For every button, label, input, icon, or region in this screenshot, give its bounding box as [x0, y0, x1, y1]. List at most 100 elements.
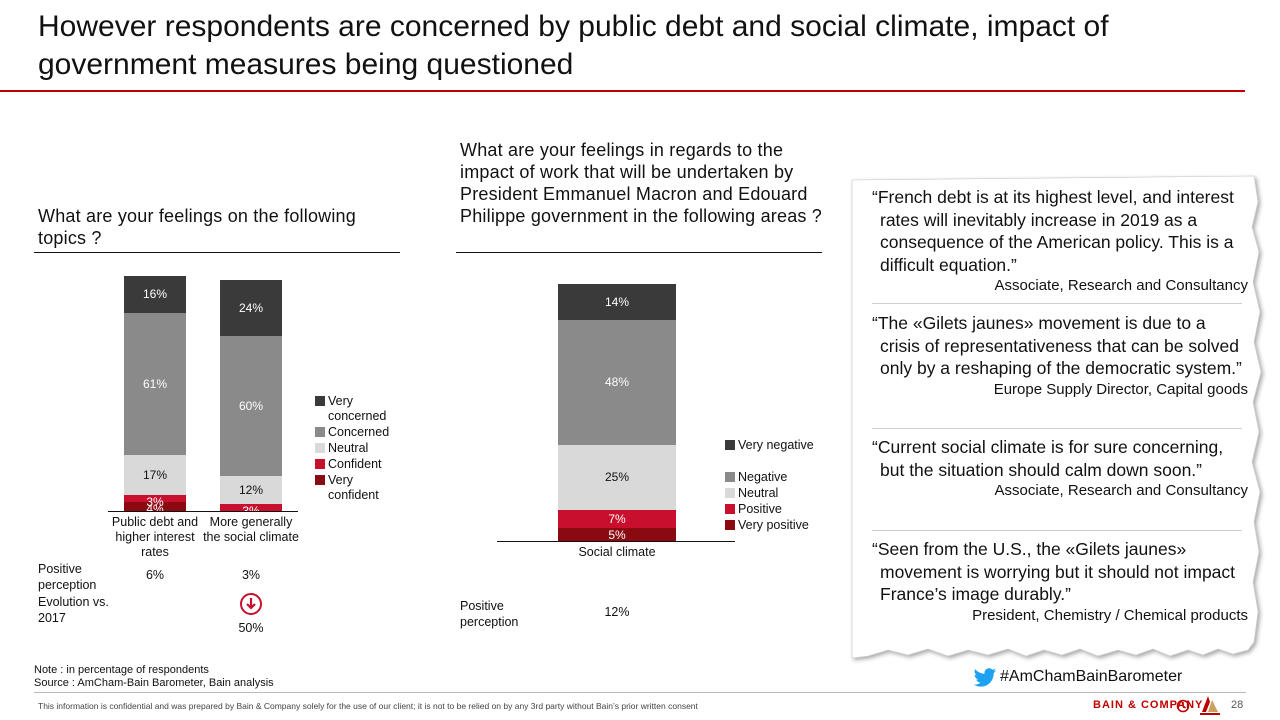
legend-label: Neutral — [328, 441, 369, 455]
x-axis — [108, 511, 298, 512]
quote-separator — [872, 303, 1242, 304]
bar-segment: 3% — [220, 504, 282, 518]
quote-text: “Current social climate is for sure conc… — [872, 437, 1224, 480]
quote-text: “Seen from the U.S., the «Gilets jaunes»… — [872, 539, 1236, 604]
legend-item: Neutral — [315, 441, 405, 456]
quote-author: President, Chemistry / Chemical products — [972, 606, 1248, 624]
data-label: 17% — [142, 467, 168, 482]
legend-swatch — [725, 504, 735, 514]
row-value: 6% — [145, 568, 165, 582]
quote-author: Associate, Research and Consultancy — [994, 277, 1248, 294]
chart2-question-rule — [456, 252, 822, 253]
quote-separator — [872, 428, 1242, 429]
bar-segment: 12% — [220, 476, 282, 504]
legend-label: Neutral — [738, 486, 779, 500]
bar-segment: 7% — [558, 509, 676, 528]
legend-label: Very concerned — [328, 394, 387, 423]
twitter-bird-icon — [973, 668, 996, 687]
legend-label: Negative — [738, 470, 788, 484]
x-axis — [497, 541, 735, 542]
quote-text: “French debt is at its highest level, an… — [872, 187, 1234, 275]
legend-item: Very confident — [315, 473, 405, 503]
quote-text: “The «Gilets jaunes» movement is due to … — [872, 313, 1242, 378]
category-label: More generally the social climate — [203, 515, 299, 544]
legend-item: Neutral — [725, 486, 825, 501]
confidentiality-disclaimer: This information is confidential and was… — [38, 701, 698, 711]
page-title: However respondents are concerned by pub… — [38, 10, 1109, 81]
quote-author: Associate, Research and Consultancy — [994, 482, 1248, 499]
row-label: Positive perception — [460, 599, 519, 629]
source-note: Source : AmCham-Bain Barometer, Bain ana… — [34, 677, 274, 689]
legend-swatch — [725, 440, 735, 450]
data-label: 61% — [142, 377, 168, 391]
row-value: 50% — [238, 621, 264, 635]
page-number: 28 — [1231, 699, 1244, 711]
legend-item: Very negative — [725, 438, 825, 453]
data-label: 24% — [238, 301, 264, 316]
data-label: 16% — [142, 287, 168, 302]
row-value: 12% — [604, 605, 630, 619]
data-label: 7% — [608, 511, 626, 526]
data-label: 60% — [238, 399, 264, 414]
category-label: Social climate — [578, 545, 656, 559]
legend-label: Positive — [738, 502, 782, 516]
legend-swatch — [315, 396, 325, 406]
legend-swatch — [725, 488, 735, 498]
chart2-question: What are your feelings in regards to the… — [460, 140, 823, 226]
quote-block: “The «Gilets jaunes» movement is due to … — [872, 312, 1248, 399]
legend-label: Very positive — [738, 518, 809, 532]
quote-block: “Seen from the U.S., the «Gilets jaunes»… — [872, 538, 1248, 625]
legend-label: Very negative — [738, 438, 814, 452]
bar-segment: 25% — [558, 444, 676, 510]
bain-logo-icon — [1176, 699, 1190, 713]
legend-swatch — [315, 427, 325, 437]
legend-item: Very concerned — [315, 394, 405, 424]
quotes-panel-torn-paper — [851, 175, 1262, 659]
legend-item: Confident — [315, 457, 405, 472]
legend-label: Very confident — [328, 473, 379, 502]
legend-swatch — [725, 520, 735, 530]
bar-segment: 14% — [558, 283, 676, 320]
brand-name: BAIN & COMPANY — [1093, 699, 1204, 711]
quote-block: “French debt is at its highest level, an… — [872, 186, 1248, 295]
data-label: 25% — [604, 470, 630, 485]
quote-block: “Current social climate is for sure conc… — [872, 436, 1248, 500]
arrow-down-circle-icon — [240, 593, 262, 615]
legend-swatch — [315, 443, 325, 453]
legend-item: Concerned — [315, 425, 405, 440]
legend-item: Negative — [725, 470, 825, 485]
data-label: 4% — [146, 501, 164, 516]
bar-segment: 24% — [220, 280, 282, 337]
quote-separator — [872, 530, 1242, 531]
row-label: Evolution vs. 2017 — [38, 595, 109, 625]
title-divider — [0, 90, 1245, 92]
data-label: 12% — [238, 483, 264, 498]
data-label: 3% — [146, 494, 164, 509]
legend-swatch — [315, 475, 325, 485]
bar-segment: 48% — [558, 320, 676, 445]
legend-item: Positive — [725, 502, 825, 517]
hashtag-text: #AmChamBainBarometer — [1000, 668, 1183, 685]
footer-divider — [34, 692, 1246, 693]
bar-segment: 61% — [124, 312, 186, 456]
legend-label: Confident — [328, 457, 382, 471]
bar-segment: 3% — [124, 494, 186, 509]
bar-segment: 5% — [558, 528, 676, 542]
bar-segment: 16% — [124, 275, 186, 313]
data-label: 5% — [608, 528, 626, 542]
legend-label: Concerned — [328, 425, 390, 439]
legend-item: Very positive — [725, 518, 825, 533]
legend-swatch — [725, 472, 735, 482]
category-label: Public debt and higher interest rates — [111, 515, 199, 559]
amcham-logo-icon — [1200, 696, 1220, 715]
bar-segment: 4% — [124, 501, 186, 516]
data-label: 48% — [604, 375, 630, 390]
bar-segment: 60% — [220, 336, 282, 477]
data-label: 14% — [604, 294, 630, 309]
chart1-question-rule — [34, 252, 400, 253]
quote-author: Europe Supply Director, Capital goods — [993, 380, 1248, 398]
footnote: Note : in percentage of respondents — [34, 664, 209, 676]
bar-segment: 17% — [124, 455, 186, 495]
chart1-question: What are your feelings on the following … — [38, 206, 356, 248]
legend-swatch — [315, 459, 325, 469]
